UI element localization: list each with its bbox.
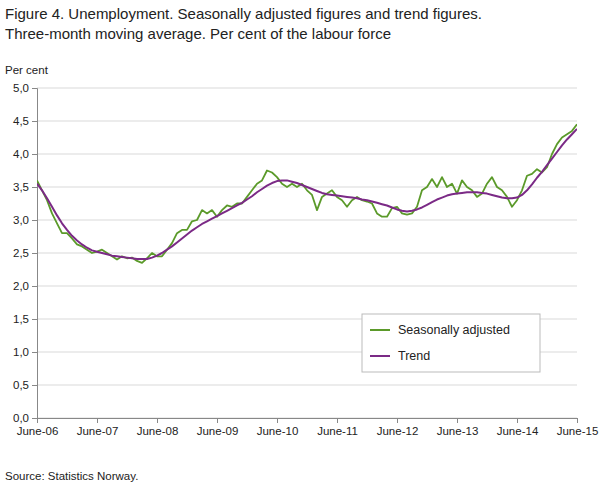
chart: Figure 4. Unemployment. Seasonally adjus… <box>0 0 609 488</box>
y-axis: 0,0 0,5 1,0 1,5 2,0 2,5 3,0 3,5 4,0 4,5 5,0 <box>13 82 38 424</box>
legend-label: Trend <box>398 349 430 363</box>
x-tick-label: June-10 <box>257 425 299 437</box>
title: Figure 4. Unemployment. Seasonally adjus… <box>5 5 482 22</box>
x-tick-mark <box>217 418 218 423</box>
x-tick-label: June-13 <box>437 425 479 437</box>
y-tick: 2,0 <box>13 280 37 292</box>
series-group <box>37 124 577 263</box>
y-tick-mark <box>32 88 37 89</box>
x-tick-label: June-15 <box>557 425 599 437</box>
y-tick: 4,5 <box>13 115 37 127</box>
y-tick-label: 0,0 <box>13 412 29 424</box>
y-tick-label: 3,5 <box>13 181 29 193</box>
y-tick: 2,5 <box>13 247 37 259</box>
x-tick: June-06 <box>17 418 59 437</box>
grid-line <box>37 253 577 254</box>
y-tick-label: 2,5 <box>13 247 29 259</box>
grid-line <box>37 385 577 386</box>
grid-line <box>37 121 577 122</box>
y-tick-mark <box>32 220 37 221</box>
y-tick-mark <box>32 418 37 419</box>
y-axis-title: Per cent <box>5 64 49 76</box>
x-tick-mark <box>457 418 458 423</box>
plot: 0,0 0,5 1,0 1,5 2,0 2,5 3,0 3,5 4,0 4,5 5,0 June-06… <box>13 82 598 437</box>
x-tick: June-07 <box>77 418 119 437</box>
y-tick: 1,0 <box>13 346 37 358</box>
y-tick: 5,0 <box>13 82 37 94</box>
y-tick: 0,5 <box>13 379 37 391</box>
source: Source: Statistics Norway. <box>5 470 138 482</box>
x-tick-mark <box>517 418 518 423</box>
x-tick-mark <box>277 418 278 423</box>
x-axis: June-06 June-07 June-08 June-09 June-10 June-… <box>17 418 599 437</box>
legend-swatch <box>370 355 390 357</box>
y-tick-label: 4,0 <box>13 148 29 160</box>
y-tick-mark <box>32 253 37 254</box>
y-tick-mark <box>32 187 37 188</box>
x-tick-mark <box>337 418 338 423</box>
legend-label: Seasonally adjusted <box>398 323 510 337</box>
legend: Seasonally adjusted Trend <box>362 314 540 372</box>
x-tick-mark <box>37 418 38 423</box>
series-line <box>37 124 577 263</box>
x-tick-label: June-14 <box>497 425 539 437</box>
x-tick-label: June-06 <box>17 425 59 437</box>
x-tick: June-11 <box>317 418 358 437</box>
y-tick-mark <box>32 286 37 287</box>
x-tick: June-10 <box>257 418 299 437</box>
y-tick-mark <box>32 385 37 386</box>
x-tick-label: June-07 <box>77 425 119 437</box>
x-tick-mark <box>157 418 158 423</box>
y-tick-label: 3,0 <box>13 214 29 226</box>
y-tick: 1,5 <box>13 313 37 325</box>
x-tick: June-14 <box>497 418 539 437</box>
grid-line <box>37 220 577 221</box>
x-axis-line <box>38 419 578 424</box>
grid-line <box>37 154 577 155</box>
y-tick-label: 4,5 <box>13 115 29 127</box>
y-tick: 3,5 <box>13 181 37 193</box>
y-tick-mark <box>32 121 37 122</box>
subtitle: Three-month moving average. Per cent of … <box>5 25 391 42</box>
x-tick: June-15 <box>557 418 599 437</box>
legend-box <box>362 314 540 372</box>
x-tick-label: June-12 <box>377 425 419 437</box>
grid <box>37 88 577 418</box>
x-tick-mark <box>577 418 578 423</box>
x-tick-mark <box>97 418 98 423</box>
y-tick: 4,0 <box>13 148 37 160</box>
y-tick-label: 0,5 <box>13 379 29 391</box>
y-tick-label: 1,0 <box>13 346 29 358</box>
y-tick-label: 1,5 <box>13 313 29 325</box>
y-tick-label: 2,0 <box>13 280 29 292</box>
series-line <box>37 129 577 259</box>
y-tick-label: 5,0 <box>13 82 29 94</box>
legend-swatch <box>370 329 390 331</box>
y-tick: 3,0 <box>13 214 37 226</box>
y-tick: 0,0 <box>13 412 37 424</box>
grid-line <box>37 88 577 89</box>
x-tick: June-12 <box>377 418 419 437</box>
x-tick: June-08 <box>137 418 179 437</box>
x-tick-label: June-08 <box>137 425 179 437</box>
x-tick-label: June-11 <box>317 425 358 437</box>
y-tick-mark <box>32 154 37 155</box>
y-tick-mark <box>32 319 37 320</box>
x-tick: June-13 <box>437 418 479 437</box>
x-tick: June-09 <box>197 418 239 437</box>
grid-line <box>37 286 577 287</box>
y-axis-line <box>32 89 38 419</box>
x-tick-mark <box>397 418 398 423</box>
y-tick-mark <box>32 352 37 353</box>
x-tick-label: June-09 <box>197 425 239 437</box>
